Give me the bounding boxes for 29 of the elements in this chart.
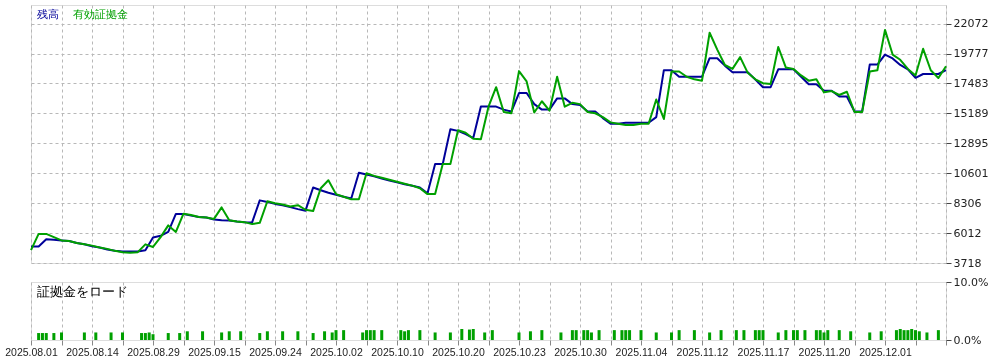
x-tick-label: 2025.08.29 xyxy=(127,345,180,358)
y-tick-label: 22072 xyxy=(953,17,989,31)
x-tick-label: 2025.08.14 xyxy=(66,345,119,358)
x-tick-label: 2025.09.24 xyxy=(249,345,302,358)
x-tick-label: 2025.10.02 xyxy=(310,345,363,358)
y-tick-label: 8306 xyxy=(953,196,982,210)
x-tick-label: 2025.11.17 xyxy=(737,345,790,358)
y-tick-label: 0.0% xyxy=(953,333,982,347)
x-tick-label: 2025.12.01 xyxy=(859,345,912,358)
y-tick-label: 19777 xyxy=(953,47,989,61)
y-tick-label: 6012 xyxy=(953,226,982,240)
x-tick-label: 2025.11.20 xyxy=(798,345,851,358)
y-tick-label: 12895 xyxy=(953,136,989,150)
y-tick-label: 15189 xyxy=(953,106,989,120)
x-tick-label: 2025.11.04 xyxy=(615,345,668,358)
x-tick-label: 2025.10.20 xyxy=(432,345,485,358)
x-tick-label: 2025.08.01 xyxy=(5,345,58,358)
text: 有効証拠金 xyxy=(73,8,128,21)
x-tick-label: 2025.09.15 xyxy=(188,345,241,358)
y-tick-label: 10601 xyxy=(953,166,989,180)
chart-title: 証拠金をロード xyxy=(37,284,128,299)
x-tick-label: 2025.10.10 xyxy=(371,345,424,358)
x-tick-label: 2025.11.12 xyxy=(676,345,729,358)
y-tick-label: 3718 xyxy=(953,256,982,270)
y-tick-label: 10.0% xyxy=(953,275,989,289)
y-tick-label: 17483 xyxy=(953,76,989,90)
x-tick-label: 2025.10.30 xyxy=(554,345,607,358)
text: 残高 xyxy=(37,8,59,21)
x-tick-label: 2025.10.23 xyxy=(493,345,546,358)
